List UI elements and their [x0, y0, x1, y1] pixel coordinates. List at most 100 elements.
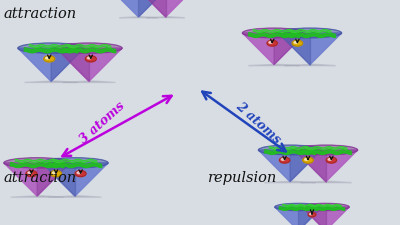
- Circle shape: [328, 158, 332, 160]
- Bar: [0, 9, 400, 14]
- Bar: [0, 175, 400, 179]
- Bar: [0, 198, 400, 202]
- Circle shape: [28, 172, 32, 174]
- Polygon shape: [138, 0, 162, 17]
- Polygon shape: [302, 207, 326, 225]
- Polygon shape: [265, 181, 315, 183]
- Polygon shape: [285, 64, 335, 66]
- Bar: [0, 78, 400, 83]
- Polygon shape: [120, 17, 158, 18]
- Bar: [0, 165, 400, 170]
- Bar: [0, 41, 400, 46]
- Bar: [0, 110, 400, 115]
- Ellipse shape: [258, 145, 322, 155]
- Bar: [0, 74, 400, 78]
- Polygon shape: [242, 33, 306, 65]
- Circle shape: [50, 171, 62, 177]
- Bar: [0, 184, 400, 188]
- Polygon shape: [42, 163, 108, 196]
- Circle shape: [294, 41, 298, 43]
- Circle shape: [87, 57, 91, 59]
- Bar: [0, 97, 400, 101]
- Bar: [0, 106, 400, 110]
- Bar: [0, 119, 400, 124]
- Polygon shape: [24, 81, 78, 82]
- Bar: [0, 101, 400, 106]
- Polygon shape: [275, 207, 322, 225]
- Circle shape: [310, 213, 312, 215]
- Polygon shape: [115, 0, 162, 17]
- Ellipse shape: [294, 145, 358, 155]
- Bar: [0, 55, 400, 60]
- Ellipse shape: [302, 203, 349, 211]
- Polygon shape: [4, 163, 70, 196]
- Bar: [0, 170, 400, 175]
- Bar: [0, 156, 400, 161]
- Ellipse shape: [56, 43, 122, 53]
- Polygon shape: [51, 48, 84, 81]
- Bar: [0, 142, 400, 147]
- Circle shape: [85, 56, 96, 62]
- Bar: [0, 0, 400, 4]
- Ellipse shape: [278, 28, 342, 38]
- Text: attraction: attraction: [4, 7, 77, 21]
- Polygon shape: [294, 150, 326, 182]
- Bar: [0, 138, 400, 142]
- Bar: [0, 115, 400, 119]
- Bar: [0, 211, 400, 216]
- Polygon shape: [278, 33, 342, 65]
- Circle shape: [308, 212, 316, 217]
- Bar: [0, 23, 400, 27]
- Bar: [0, 4, 400, 9]
- Polygon shape: [62, 81, 116, 82]
- Polygon shape: [301, 181, 351, 183]
- Polygon shape: [298, 207, 322, 225]
- Polygon shape: [18, 48, 84, 81]
- Bar: [0, 151, 400, 156]
- Circle shape: [305, 158, 308, 160]
- Ellipse shape: [275, 203, 322, 211]
- Circle shape: [269, 41, 272, 43]
- Circle shape: [303, 157, 313, 163]
- Bar: [0, 133, 400, 138]
- Polygon shape: [56, 48, 89, 81]
- Polygon shape: [258, 150, 322, 182]
- Bar: [0, 147, 400, 151]
- Text: 3 atoms: 3 atoms: [77, 99, 127, 146]
- Bar: [0, 220, 400, 225]
- Polygon shape: [142, 0, 166, 17]
- Polygon shape: [42, 163, 75, 196]
- Polygon shape: [249, 64, 299, 66]
- Polygon shape: [294, 150, 358, 182]
- Ellipse shape: [4, 158, 70, 168]
- Bar: [0, 69, 400, 74]
- Polygon shape: [10, 196, 64, 197]
- Bar: [0, 128, 400, 133]
- Bar: [0, 83, 400, 87]
- Polygon shape: [290, 150, 322, 182]
- Circle shape: [326, 157, 336, 163]
- Bar: [0, 46, 400, 50]
- Polygon shape: [302, 207, 349, 225]
- Bar: [0, 50, 400, 55]
- Bar: [0, 27, 400, 32]
- Text: 2 atoms: 2 atoms: [233, 99, 283, 146]
- Circle shape: [292, 40, 302, 46]
- Bar: [0, 216, 400, 220]
- Polygon shape: [274, 33, 306, 65]
- Circle shape: [46, 57, 50, 59]
- Polygon shape: [37, 163, 70, 196]
- Bar: [0, 161, 400, 165]
- Circle shape: [267, 40, 278, 46]
- Bar: [0, 188, 400, 193]
- Polygon shape: [278, 33, 310, 65]
- Bar: [0, 14, 400, 18]
- Polygon shape: [56, 48, 122, 81]
- Bar: [0, 37, 400, 41]
- Bar: [0, 60, 400, 64]
- Bar: [0, 124, 400, 128]
- Polygon shape: [146, 17, 184, 18]
- Bar: [0, 87, 400, 92]
- Polygon shape: [142, 0, 189, 17]
- Text: repulsion: repulsion: [208, 171, 277, 185]
